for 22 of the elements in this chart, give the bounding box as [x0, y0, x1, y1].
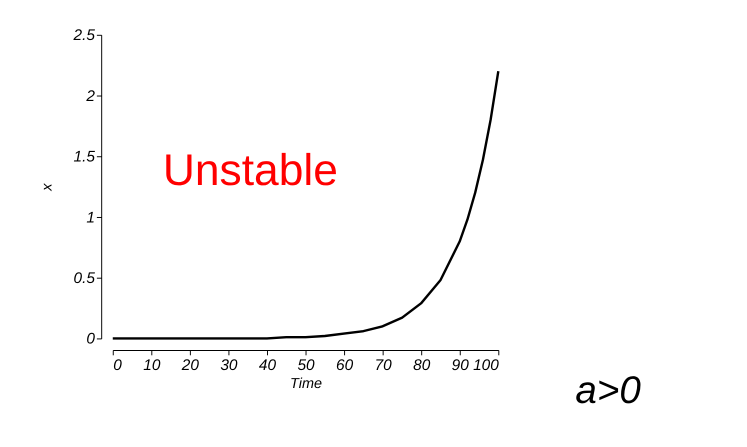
- text: a>0: [575, 369, 642, 412]
- x-tick-label: 30: [220, 356, 238, 374]
- x-tick-label: 50: [297, 356, 316, 374]
- x-tick-label: 0: [113, 356, 122, 374]
- y-tick-label: 1.5: [74, 148, 96, 166]
- y-axis-title: x: [39, 182, 56, 192]
- y-tick-label: 0.5: [74, 270, 96, 288]
- y-tick-label: 2: [85, 88, 96, 105]
- line-series: [112, 70, 500, 340]
- x-tick-label: 20: [180, 356, 200, 374]
- x-tick-label: 40: [258, 356, 276, 374]
- x-axis-title: Time: [290, 376, 322, 392]
- x-tick-label: 90: [452, 356, 470, 374]
- annotation: Unstable: [162, 146, 338, 195]
- x-tick-label: 100: [473, 356, 500, 374]
- y-tick-label: 1: [86, 209, 95, 226]
- x-tick-label: 70: [374, 356, 392, 374]
- x-tick-label: 60: [336, 356, 354, 374]
- y-tick-label: 0: [86, 330, 96, 348]
- y-tick-label: 2.5: [72, 27, 96, 44]
- x-tick-label: 10: [143, 356, 161, 374]
- x-tick-label: 80: [413, 356, 431, 374]
